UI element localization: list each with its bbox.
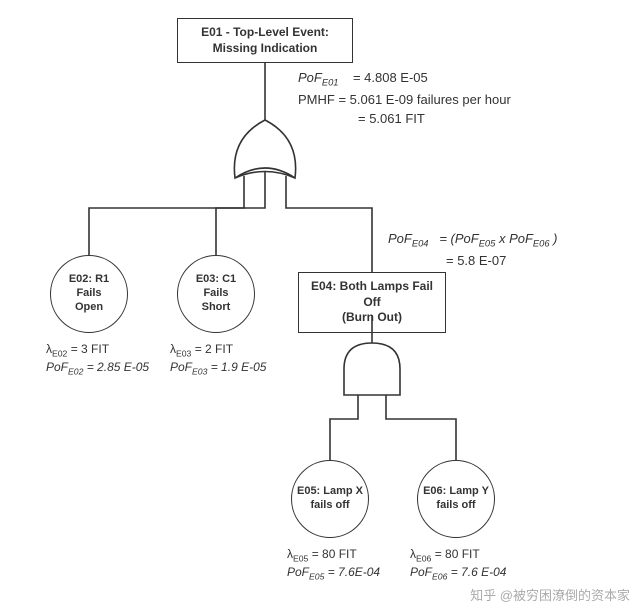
note-top: PoFE01 = 4.808 E-05 PMHF = 5.061 E-09 fa… (298, 68, 511, 129)
stat-e02: λE02 = 3 FIT PoFE02 = 2.85 E-05 (46, 341, 149, 378)
node-e05: E05: Lamp Xfails off (291, 460, 369, 538)
note-mid: PoFE04 = (PoFE05 x PoFE06 ) = 5.8 E-07 (388, 229, 558, 270)
node-e04: E04: Both Lamps Fail Off (Burn Out) (298, 272, 446, 333)
watermark: 知乎 @被穷困潦倒的资本家 (470, 585, 630, 604)
node-e02: E02: R1 FailsOpen (50, 255, 128, 333)
stat-e05: λE05 = 80 FIT PoFE05 = 7.6E-04 (287, 546, 380, 583)
node-e01-line1: E01 - Top-Level Event: (201, 25, 329, 39)
node-e06: E06: Lamp Yfails off (417, 460, 495, 538)
stat-e03: λE03 = 2 FIT PoFE03 = 1.9 E-05 (170, 341, 266, 378)
node-e01-line2: Missing Indication (213, 41, 318, 55)
node-e01: E01 - Top-Level Event: Missing Indicatio… (177, 18, 353, 63)
node-e03: E03: C1 FailsShort (177, 255, 255, 333)
stat-e06: λE06 = 80 FIT PoFE06 = 7.6 E-04 (410, 546, 506, 583)
